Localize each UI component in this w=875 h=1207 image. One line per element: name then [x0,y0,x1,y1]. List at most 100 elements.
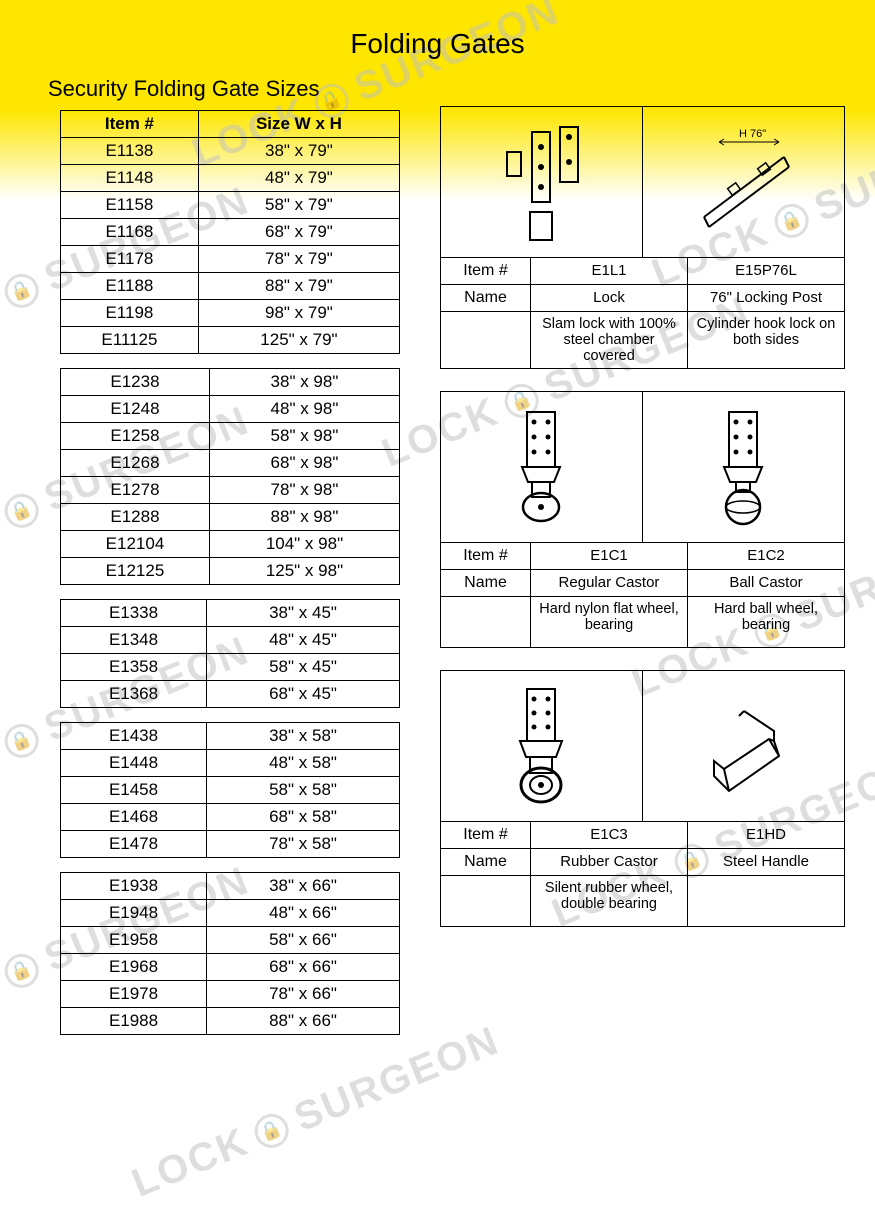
page-title: Folding Gates [0,0,875,70]
part-image [642,671,844,821]
part-image [441,671,642,821]
size-table: E143838" x 58"E144848" x 58"E145858" x 5… [60,722,400,858]
item-name: Ball Castor [688,570,844,596]
item-desc [688,876,844,926]
cell: 48" x 98" [209,396,399,423]
part-image [642,107,844,257]
cell: 68" x 79" [198,219,399,246]
item-desc: Cylinder hook lock on both sides [688,312,844,368]
parts-block: Item #E1C3E1HDNameRubber CastorSteel Han… [440,670,845,927]
size-table: E123838" x 98"E124848" x 98"E125858" x 9… [60,368,400,585]
item-name: Steel Handle [688,849,844,875]
cell: 58" x 66" [207,927,400,954]
cell: E1448 [61,750,207,777]
cell: 48" x 58" [207,750,400,777]
table-row: E193838" x 66" [61,873,400,900]
spacer [441,876,531,926]
cell: E1458 [61,777,207,804]
item-number: E1HD [688,822,844,848]
castor-ball-icon [684,402,804,532]
section-subhead: Security Folding Gate Sizes [48,76,400,102]
cell: E1958 [61,927,207,954]
item-name: 76" Locking Post [688,285,844,311]
table-row: E136868" x 45" [61,681,400,708]
left-column: Security Folding Gate Sizes Item #Size W… [60,70,400,1049]
table-row: E144848" x 58" [61,750,400,777]
item-name: Regular Castor [531,570,688,596]
part-image [441,107,642,257]
size-table: E133838" x 45"E134848" x 45"E135858" x 4… [60,599,400,708]
cell: 68" x 58" [207,804,400,831]
table-row: E195858" x 66" [61,927,400,954]
cell: E1368 [61,681,207,708]
cell: 98" x 79" [198,300,399,327]
cell: 125" x 79" [198,327,399,354]
table-row: E133838" x 45" [61,600,400,627]
row-label: Item # [441,258,531,284]
item-desc: Silent rubber wheel, double bearing [531,876,688,926]
cell: E12104 [61,531,210,558]
cell: 88" x 66" [207,1008,400,1035]
table-row: E123838" x 98" [61,369,400,396]
cell: E1938 [61,873,207,900]
col-header: Size W x H [198,111,399,138]
item-desc: Hard ball wheel, bearing [688,597,844,647]
table-row: E113838" x 79" [61,138,400,165]
item-number: E1C3 [531,822,688,848]
cell: 38" x 58" [207,723,400,750]
cell: 88" x 98" [209,504,399,531]
table-row: E135858" x 45" [61,654,400,681]
table-row: E127878" x 98" [61,477,400,504]
cell: E1358 [61,654,207,681]
table-row: E198888" x 66" [61,1008,400,1035]
cell: 48" x 45" [207,627,400,654]
cell: 48" x 66" [207,900,400,927]
cell: 38" x 79" [198,138,399,165]
cell: 68" x 66" [207,954,400,981]
cell: 78" x 58" [207,831,400,858]
cell: E1138 [61,138,199,165]
cell: E1968 [61,954,207,981]
part-image [642,392,844,542]
col-header: Item # [61,111,199,138]
table-row: E126868" x 98" [61,450,400,477]
content: Security Folding Gate Sizes Item #Size W… [0,70,875,1069]
table-row: E124848" x 98" [61,396,400,423]
cell: E1198 [61,300,199,327]
item-number: E15P76L [688,258,844,284]
cell: E12125 [61,558,210,585]
spacer [441,312,531,368]
table-row: E134848" x 45" [61,627,400,654]
table-row: E116868" x 79" [61,219,400,246]
cell: E1988 [61,1008,207,1035]
row-label: Item # [441,822,531,848]
item-name: Lock [531,285,688,311]
row-label: Name [441,570,531,596]
table-row: E12104104" x 98" [61,531,400,558]
table-row: E117878" x 79" [61,246,400,273]
cell: E1148 [61,165,199,192]
cell: 68" x 98" [209,450,399,477]
cell: E1978 [61,981,207,1008]
cell: E1168 [61,219,199,246]
cell: E1188 [61,273,199,300]
table-row: E194848" x 66" [61,900,400,927]
cell: 125" x 98" [209,558,399,585]
cell: 78" x 66" [207,981,400,1008]
cell: E1288 [61,504,210,531]
item-number: E1C1 [531,543,688,569]
table-row: E197878" x 66" [61,981,400,1008]
right-column: Item #E1L1E15P76LNameLock76" Locking Pos… [440,70,845,1049]
parts-block: Item #E1L1E15P76LNameLock76" Locking Pos… [440,106,845,369]
table-row: E118888" x 79" [61,273,400,300]
item-desc: Slam lock with 100% steel chamber covere… [531,312,688,368]
cell: E1238 [61,369,210,396]
cell: E1268 [61,450,210,477]
table-row: E145858" x 58" [61,777,400,804]
cell: E1178 [61,246,199,273]
cell: 58" x 98" [209,423,399,450]
table-row: E119898" x 79" [61,300,400,327]
cell: E1278 [61,477,210,504]
cell: 104" x 98" [209,531,399,558]
lock-plates-icon [482,117,602,247]
